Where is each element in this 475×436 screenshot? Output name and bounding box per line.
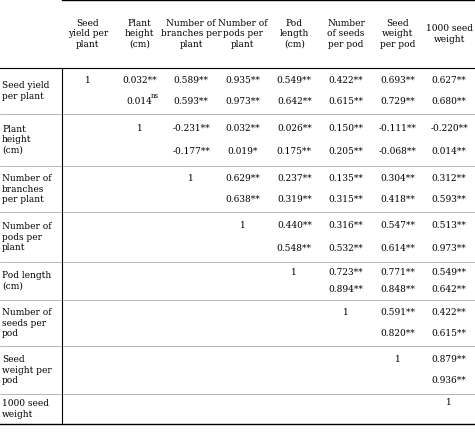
Text: 0.614**: 0.614** bbox=[380, 243, 415, 252]
Text: Number of
pods per
plant: Number of pods per plant bbox=[2, 222, 51, 252]
Text: 0.642**: 0.642** bbox=[432, 285, 466, 294]
Text: Plant
height
(cm): Plant height (cm) bbox=[2, 125, 31, 155]
Text: Seed
weight per
pod: Seed weight per pod bbox=[2, 355, 52, 385]
Text: 1: 1 bbox=[240, 221, 246, 231]
Text: 1000 seed
weight: 1000 seed weight bbox=[426, 24, 473, 44]
Text: 0.237**: 0.237** bbox=[277, 174, 312, 184]
Text: 1: 1 bbox=[395, 355, 400, 364]
Text: 0.879**: 0.879** bbox=[432, 355, 466, 364]
Text: Number of
pods per
plant: Number of pods per plant bbox=[218, 19, 267, 49]
Text: -0.220**: -0.220** bbox=[430, 124, 468, 133]
Text: 0.680**: 0.680** bbox=[432, 97, 466, 106]
Text: 0.593**: 0.593** bbox=[432, 194, 466, 204]
Text: 1: 1 bbox=[85, 76, 91, 85]
Text: 0.615**: 0.615** bbox=[328, 97, 363, 106]
Text: 0.627**: 0.627** bbox=[432, 76, 466, 85]
Text: 0.316**: 0.316** bbox=[329, 221, 363, 231]
Text: 0.935**: 0.935** bbox=[225, 76, 260, 85]
Text: 0.723**: 0.723** bbox=[329, 268, 363, 277]
Text: Pod
length
(cm): Pod length (cm) bbox=[280, 19, 309, 49]
Text: 0.014**: 0.014** bbox=[432, 147, 466, 156]
Text: Plant
height
(cm): Plant height (cm) bbox=[124, 19, 154, 49]
Text: 0.629**: 0.629** bbox=[225, 174, 260, 184]
Text: 1: 1 bbox=[343, 308, 349, 317]
Text: 0.591**: 0.591** bbox=[380, 308, 415, 317]
Text: 0.820**: 0.820** bbox=[380, 329, 415, 337]
Text: 0.440**: 0.440** bbox=[277, 221, 312, 231]
Text: 0.150**: 0.150** bbox=[328, 124, 363, 133]
Text: ns: ns bbox=[151, 92, 159, 99]
Text: 0.771**: 0.771** bbox=[380, 268, 415, 277]
Text: -0.111**: -0.111** bbox=[379, 124, 417, 133]
Text: 0.312**: 0.312** bbox=[432, 174, 466, 184]
Text: 1: 1 bbox=[137, 124, 142, 133]
Text: Number of
branches
per plant: Number of branches per plant bbox=[2, 174, 51, 204]
Text: -0.177**: -0.177** bbox=[172, 147, 210, 156]
Text: -0.231**: -0.231** bbox=[172, 124, 210, 133]
Text: 0.304**: 0.304** bbox=[380, 174, 415, 184]
Text: Number of
branches per
plant: Number of branches per plant bbox=[161, 19, 221, 49]
Text: 0.175**: 0.175** bbox=[277, 147, 312, 156]
Text: 0.549**: 0.549** bbox=[277, 76, 312, 85]
Text: 0.549**: 0.549** bbox=[432, 268, 466, 277]
Text: 0.135**: 0.135** bbox=[329, 174, 363, 184]
Text: 1: 1 bbox=[188, 174, 194, 184]
Text: 0.973**: 0.973** bbox=[225, 97, 260, 106]
Text: 0.319**: 0.319** bbox=[277, 194, 312, 204]
Text: Pod length
(cm): Pod length (cm) bbox=[2, 271, 51, 291]
Text: 0.729**: 0.729** bbox=[380, 97, 415, 106]
Text: 0.973**: 0.973** bbox=[432, 243, 466, 252]
Text: 0.936**: 0.936** bbox=[432, 376, 466, 385]
Text: 0.422**: 0.422** bbox=[329, 76, 363, 85]
Text: 1: 1 bbox=[292, 268, 297, 277]
Text: 1000 seed
weight: 1000 seed weight bbox=[2, 399, 49, 419]
Text: 0.422**: 0.422** bbox=[432, 308, 466, 317]
Text: Number
of seeds
per pod: Number of seeds per pod bbox=[327, 19, 365, 49]
Text: 0.615**: 0.615** bbox=[432, 329, 466, 337]
Text: -0.068**: -0.068** bbox=[379, 147, 417, 156]
Text: 0.032**: 0.032** bbox=[225, 124, 260, 133]
Text: 0.014: 0.014 bbox=[126, 97, 152, 106]
Text: 0.019*: 0.019* bbox=[228, 147, 258, 156]
Text: Seed
yield per
plant: Seed yield per plant bbox=[67, 19, 108, 49]
Text: 0.547**: 0.547** bbox=[380, 221, 415, 231]
Text: 0.638**: 0.638** bbox=[225, 194, 260, 204]
Text: 0.532**: 0.532** bbox=[329, 243, 363, 252]
Text: 0.418**: 0.418** bbox=[380, 194, 415, 204]
Text: 0.315**: 0.315** bbox=[329, 194, 363, 204]
Text: 0.513**: 0.513** bbox=[432, 221, 466, 231]
Text: Seed
weight
per pod: Seed weight per pod bbox=[380, 19, 415, 49]
Text: 0.693**: 0.693** bbox=[380, 76, 415, 85]
Text: 0.642**: 0.642** bbox=[277, 97, 312, 106]
Text: 0.548**: 0.548** bbox=[277, 243, 312, 252]
Text: 0.848**: 0.848** bbox=[380, 285, 415, 294]
Text: Seed yield
per plant: Seed yield per plant bbox=[2, 81, 49, 101]
Text: Number of
seeds per
pod: Number of seeds per pod bbox=[2, 308, 51, 338]
Text: 0.205**: 0.205** bbox=[329, 147, 363, 156]
Text: 0.894**: 0.894** bbox=[329, 285, 363, 294]
Text: 0.593**: 0.593** bbox=[174, 97, 209, 106]
Text: 1: 1 bbox=[446, 398, 452, 407]
Text: 0.589**: 0.589** bbox=[173, 76, 209, 85]
Text: 0.032**: 0.032** bbox=[122, 76, 157, 85]
Text: 0.026**: 0.026** bbox=[277, 124, 312, 133]
